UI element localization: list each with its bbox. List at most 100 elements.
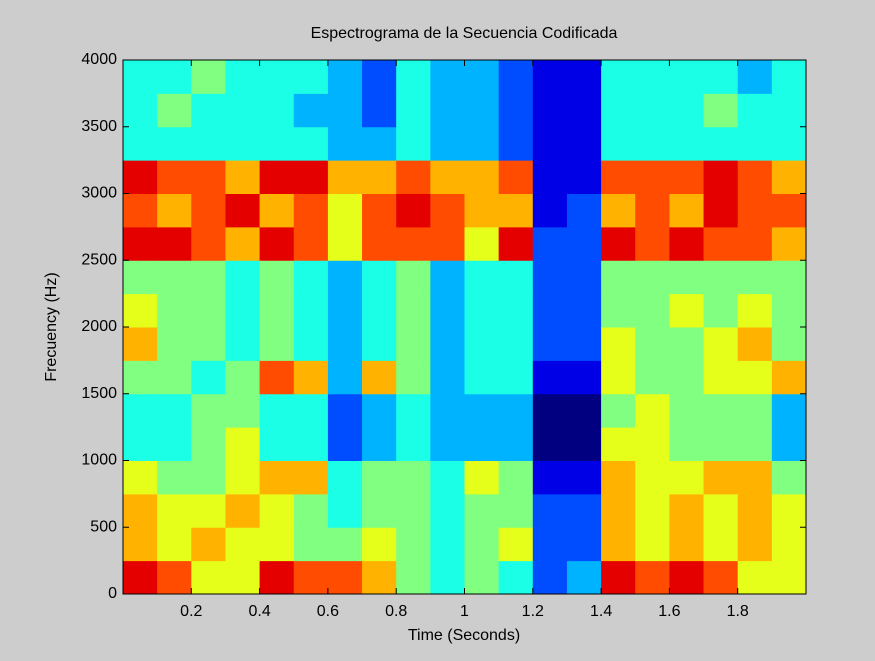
- heatmap-cell: [123, 293, 158, 328]
- heatmap-cell: [532, 93, 568, 128]
- x-tick-label: 1.8: [727, 603, 749, 620]
- heatmap-cell: [293, 460, 329, 495]
- heatmap-cell: [157, 327, 192, 361]
- heatmap-cell: [737, 160, 773, 194]
- heatmap-cell: [191, 126, 226, 161]
- heatmap-cell: [566, 560, 602, 595]
- heatmap-cell: [362, 193, 397, 228]
- heatmap-cell: [566, 293, 602, 328]
- heatmap-cell: [225, 160, 261, 194]
- heatmap-cell: [566, 393, 602, 428]
- heatmap-cell: [771, 327, 807, 361]
- heatmap-cell: [362, 460, 397, 495]
- heatmap-cell: [293, 226, 329, 261]
- heatmap-cell: [464, 226, 500, 261]
- heatmap: [123, 60, 807, 595]
- heatmap-cell: [703, 360, 739, 395]
- heatmap-cell: [669, 260, 705, 295]
- heatmap-cell: [601, 460, 636, 495]
- heatmap-cell: [464, 93, 500, 128]
- heatmap-cell: [362, 260, 397, 295]
- heatmap-cell: [430, 460, 465, 495]
- heatmap-cell: [532, 460, 568, 495]
- heatmap-cell: [669, 93, 705, 128]
- heatmap-cell: [771, 260, 807, 295]
- x-tick-label: 1: [460, 603, 469, 620]
- heatmap-cell: [737, 327, 773, 361]
- y-tick-label: 2000: [81, 318, 117, 335]
- heatmap-cell: [362, 327, 397, 361]
- heatmap-cell: [566, 160, 602, 194]
- heatmap-cell: [703, 93, 739, 128]
- heatmap-cell: [327, 260, 363, 295]
- heatmap-cell: [191, 193, 226, 228]
- heatmap-cell: [225, 193, 261, 228]
- heatmap-cell: [396, 126, 431, 161]
- heatmap-cell: [464, 460, 500, 495]
- heatmap-cell: [225, 93, 261, 128]
- heatmap-cell: [396, 427, 431, 461]
- heatmap-cell: [293, 193, 329, 228]
- heatmap-cell: [532, 360, 568, 395]
- heatmap-cell: [191, 260, 226, 295]
- heatmap-cell: [123, 393, 158, 428]
- heatmap-cell: [669, 293, 705, 328]
- heatmap-cell: [293, 60, 329, 94]
- heatmap-cell: [293, 93, 329, 128]
- heatmap-cell: [362, 160, 397, 194]
- y-tick-label: 4000: [81, 51, 117, 68]
- heatmap-cell: [430, 226, 465, 261]
- heatmap-cell: [157, 126, 192, 161]
- heatmap-cell: [225, 560, 261, 595]
- heatmap-cell: [498, 493, 534, 528]
- heatmap-cell: [771, 60, 807, 94]
- heatmap-cell: [464, 160, 500, 194]
- heatmap-cell: [327, 226, 363, 261]
- heatmap-cell: [601, 327, 636, 361]
- heatmap-cell: [259, 393, 295, 428]
- heatmap-cell: [566, 527, 602, 562]
- heatmap-cell: [771, 460, 807, 495]
- heatmap-cell: [566, 260, 602, 295]
- y-tick-label: 2500: [81, 251, 117, 268]
- heatmap-cell: [396, 293, 431, 328]
- heatmap-cell: [396, 493, 431, 528]
- x-tick-label: 1.2: [522, 603, 544, 620]
- heatmap-cell: [669, 193, 705, 228]
- heatmap-cell: [396, 60, 431, 94]
- heatmap-cell: [669, 327, 705, 361]
- heatmap-cell: [327, 493, 363, 528]
- heatmap-cell: [669, 493, 705, 528]
- heatmap-cell: [191, 460, 226, 495]
- heatmap-cell: [566, 493, 602, 528]
- heatmap-cell: [259, 493, 295, 528]
- heatmap-cell: [362, 226, 397, 261]
- heatmap-cell: [123, 560, 158, 595]
- heatmap-cell: [464, 527, 500, 562]
- x-tick-label: 1.4: [590, 603, 612, 620]
- heatmap-cell: [123, 93, 158, 128]
- heatmap-cell: [225, 260, 261, 295]
- heatmap-cell: [327, 560, 363, 595]
- heatmap-cell: [532, 160, 568, 194]
- heatmap-cell: [225, 427, 261, 461]
- heatmap-cell: [737, 393, 773, 428]
- heatmap-cell: [464, 193, 500, 228]
- heatmap-cell: [532, 193, 568, 228]
- heatmap-cell: [464, 293, 500, 328]
- heatmap-cell: [601, 293, 636, 328]
- heatmap-cell: [157, 293, 192, 328]
- heatmap-cell: [566, 427, 602, 461]
- heatmap-cell: [191, 60, 226, 94]
- heatmap-cell: [464, 126, 500, 161]
- heatmap-cell: [601, 60, 636, 94]
- heatmap-cell: [498, 226, 534, 261]
- heatmap-cell: [635, 93, 670, 128]
- heatmap-cell: [123, 160, 158, 194]
- heatmap-cell: [362, 126, 397, 161]
- heatmap-cell: [396, 560, 431, 595]
- heatmap-cell: [635, 293, 670, 328]
- heatmap-cell: [464, 360, 500, 395]
- heatmap-cell: [157, 60, 192, 94]
- heatmap-cell: [191, 160, 226, 194]
